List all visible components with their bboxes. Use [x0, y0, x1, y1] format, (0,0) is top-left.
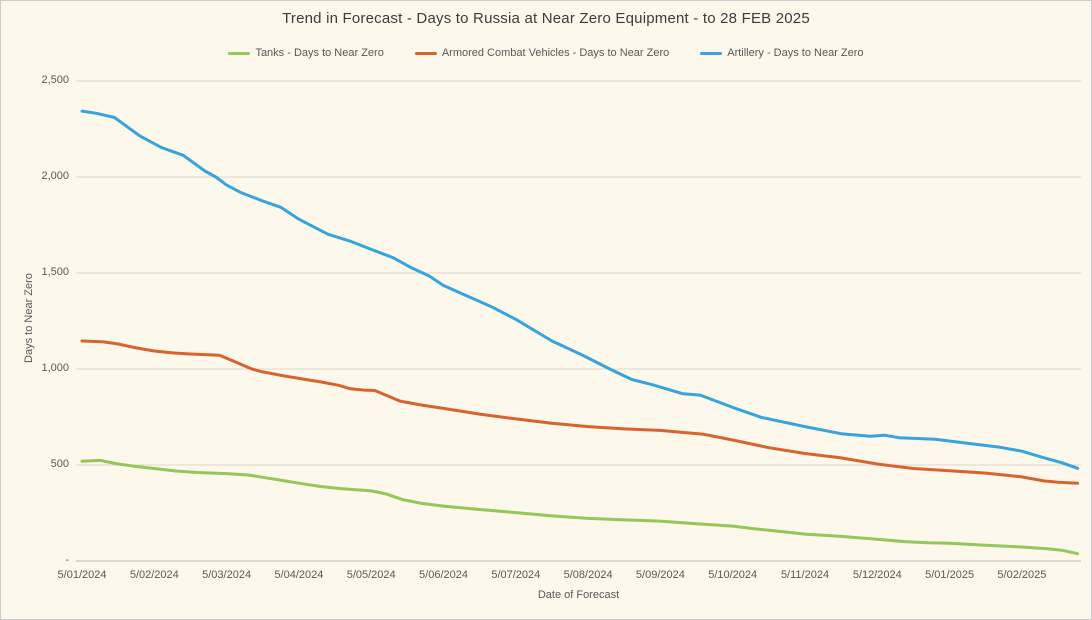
- x-tick-label: 5/10/2024: [708, 569, 758, 581]
- x-tick-label: 5/01/2024: [57, 569, 107, 581]
- legend-label-artillery: Artillery - Days to Near Zero: [727, 47, 864, 59]
- y-tick-label: -: [65, 554, 69, 566]
- x-tick-label: 5/01/2025: [925, 569, 975, 581]
- series-line-artillery[interactable]: [80, 109, 1080, 470]
- x-tick-label: 5/03/2024: [202, 569, 252, 581]
- y-tick-label: 1,500: [41, 266, 69, 278]
- legend-item-artillery[interactable]: Artillery - Days to Near Zero: [700, 47, 864, 59]
- x-axis-title: Date of Forecast: [537, 589, 620, 601]
- x-tick-label: 5/02/2025: [997, 569, 1047, 581]
- legend-label-tanks: Tanks - Days to Near Zero: [255, 47, 384, 59]
- legend-swatch-artillery: [700, 51, 723, 55]
- x-tick-label: 5/04/2024: [274, 569, 324, 581]
- x-tick-label: 5/06/2024: [419, 569, 468, 581]
- x-tick-label: 5/08/2024: [563, 569, 613, 581]
- x-tick-label: 5/11/2024: [780, 569, 830, 581]
- legend-swatch-armored-combat-vehicles: [414, 51, 437, 55]
- y-tick-label: 2,500: [41, 74, 69, 86]
- legend: Tanks - Days to Near Zero Armored Combat …: [1, 47, 1091, 59]
- x-tick-label: 5/07/2024: [491, 569, 541, 581]
- series-line-tanks[interactable]: [80, 458, 1080, 556]
- y-tick-label: 1,000: [41, 362, 69, 374]
- legend-label-armored-combat-vehicles: Armored Combat Vehicles - Days to Near Z…: [441, 47, 670, 59]
- x-tick-label: 5/02/2024: [129, 569, 179, 581]
- legend-item-tanks[interactable]: Tanks - Days to Near Zero: [228, 47, 384, 59]
- x-tick-label: 5/12/2024: [852, 569, 902, 581]
- x-tick-label: 5/05/2024: [346, 569, 396, 581]
- y-tick-label: 500: [50, 458, 69, 470]
- y-axis-title: Days to Near Zero: [23, 273, 35, 363]
- series-line-armored-combat-vehicles[interactable]: [80, 339, 1080, 485]
- chart-title: Trend in Forecast - Days to Russia at Ne…: [282, 10, 810, 27]
- legend-item-armored-combat-vehicles[interactable]: Armored Combat Vehicles - Days to Near Z…: [414, 47, 670, 59]
- x-tick-label: 5/09/2024: [635, 569, 685, 581]
- legend-swatch-tanks: [228, 51, 251, 55]
- y-tick-label: 2,000: [41, 170, 69, 182]
